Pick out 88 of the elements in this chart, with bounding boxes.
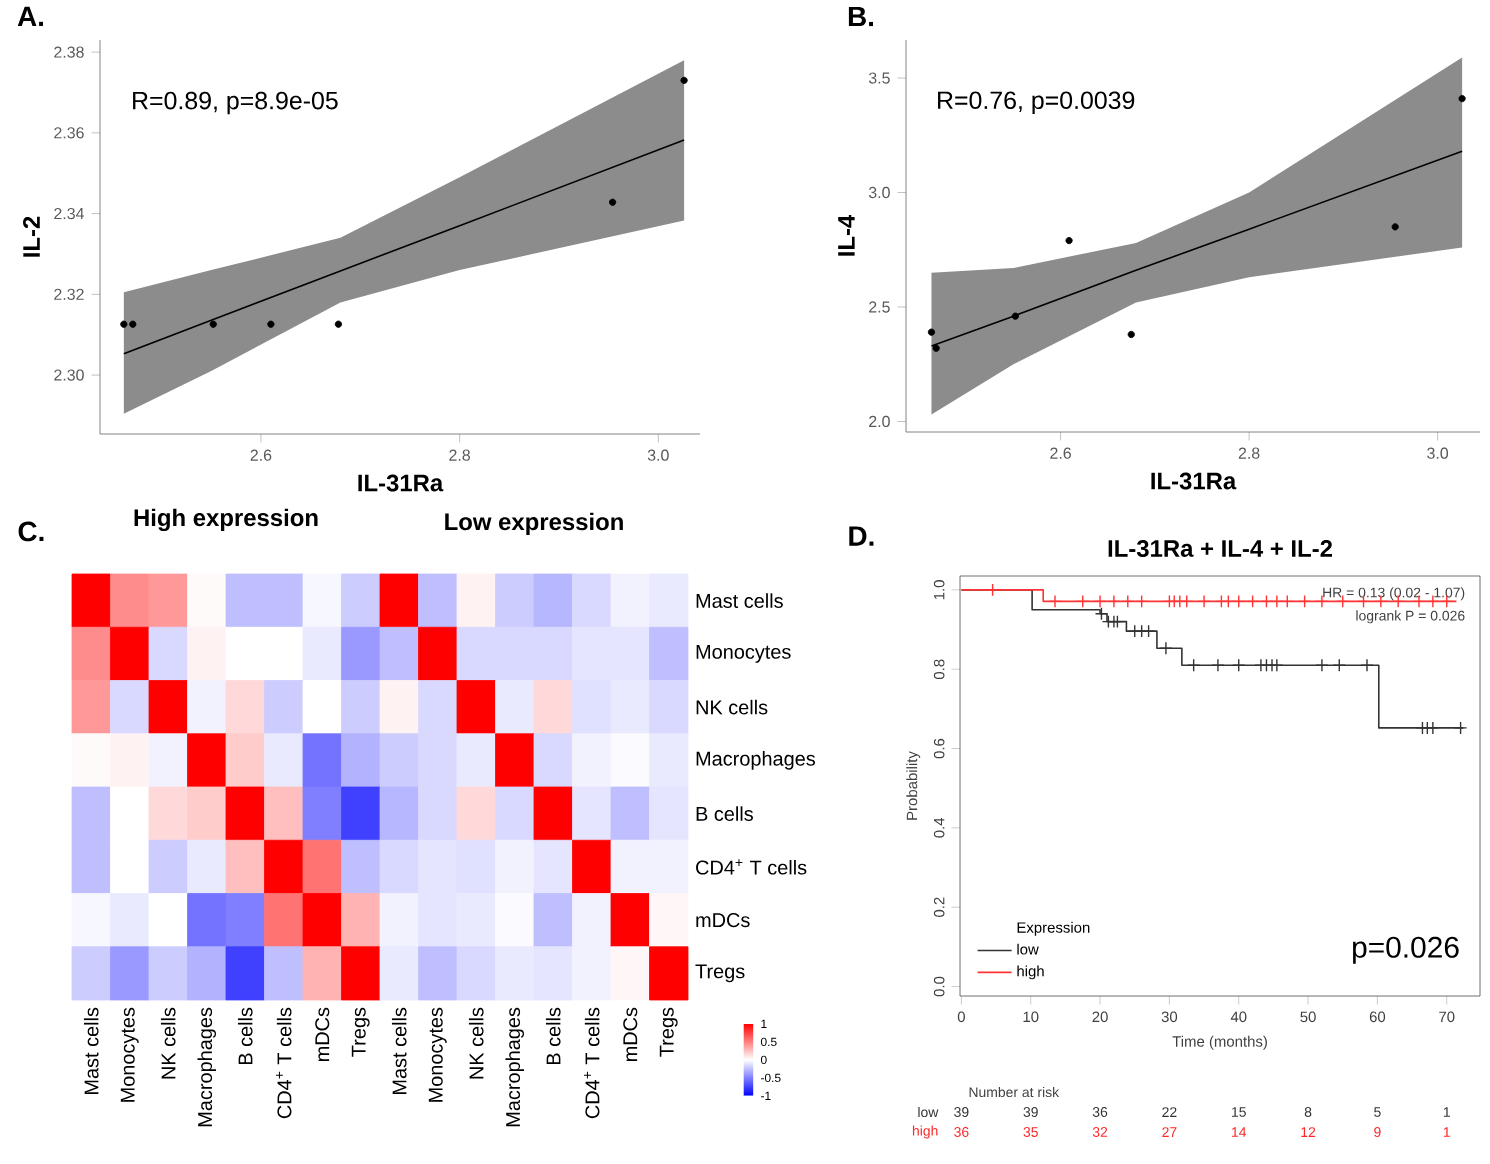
x-axis-title: IL-31Ra — [1151, 472, 1237, 490]
x-tick-label: CD4$^{+}$ T cells — [276, 1007, 292, 1119]
y-axis-title: IL-4 — [838, 214, 855, 256]
text: C. — [18, 521, 44, 542]
point — [1391, 223, 1399, 231]
point — [1065, 237, 1073, 245]
x-tick-label: Mast cells — [391, 1007, 407, 1094]
point — [1127, 330, 1135, 339]
point — [927, 328, 936, 336]
x-tick-label: CD4$^{+}$ T cells — [584, 1007, 600, 1119]
y-tick-label: NK cells — [696, 699, 768, 715]
y-tick-label: Macrophages — [696, 751, 816, 770]
chart-subtitle: Low expression — [445, 512, 623, 535]
y-tick-label: Mast cells — [696, 593, 783, 608]
x-tick-label: mDCs — [315, 1007, 330, 1062]
point — [1420, 721, 1434, 735]
point — [1259, 594, 1274, 609]
point — [129, 320, 137, 328]
y-tick-label: Monocytes — [696, 644, 791, 663]
point — [1360, 658, 1374, 672]
point — [209, 320, 217, 328]
y-tick-label: Tregs — [695, 964, 745, 983]
point — [1180, 594, 1194, 609]
point — [1186, 658, 1201, 672]
point — [932, 344, 940, 352]
y-tick-label: B cells — [696, 806, 753, 821]
point — [1128, 624, 1142, 638]
point — [1453, 721, 1468, 735]
x-tick-label: Tregs — [659, 1007, 678, 1057]
point — [1458, 95, 1466, 103]
point — [334, 320, 342, 328]
point — [1211, 658, 1225, 672]
annotation: R=0.76, p=0.0039 — [938, 91, 1135, 114]
point — [609, 198, 617, 206]
x-axis-title: IL-31Ra — [358, 474, 444, 492]
text: D. — [849, 526, 874, 546]
y-axis-title: IL-2 — [23, 216, 40, 257]
point — [1197, 594, 1211, 609]
point — [1280, 594, 1294, 609]
point — [1265, 658, 1279, 672]
point — [1076, 594, 1090, 609]
point — [1011, 312, 1019, 320]
point — [1094, 607, 1109, 621]
point — [1270, 594, 1284, 609]
point — [1232, 658, 1246, 672]
point — [1245, 594, 1260, 609]
chart-title: High expression — [134, 508, 318, 532]
point — [1093, 594, 1107, 609]
point — [1159, 641, 1173, 655]
text: A. — [17, 6, 44, 26]
point — [1107, 594, 1121, 609]
y-tick-label: CD4$^{+}$ T cells — [696, 859, 807, 875]
x-tick-label: Tregs — [351, 1007, 370, 1057]
point — [985, 583, 1000, 597]
y-tick-label: mDCs — [696, 913, 750, 928]
x-tick-label: NK cells — [160, 1007, 176, 1079]
point — [1332, 658, 1346, 672]
point — [1315, 658, 1329, 672]
point — [1426, 721, 1440, 735]
point — [1173, 594, 1187, 609]
point — [680, 76, 688, 84]
x-tick-label: Monocytes — [428, 1007, 447, 1102]
point — [1232, 594, 1246, 609]
x-tick-label: NK cells — [468, 1007, 484, 1079]
point — [1254, 658, 1268, 672]
point — [1110, 614, 1125, 629]
x-tick-label: B cells — [545, 1007, 561, 1065]
annotation: p=0.026 — [1353, 936, 1459, 964]
point — [1107, 614, 1121, 629]
point — [1121, 594, 1135, 609]
annotation: R=0.89, p=8.9e-05 — [133, 91, 338, 115]
chart-title: IL-31Ra + IL-4 + IL-2 — [1108, 540, 1332, 558]
point — [1297, 594, 1312, 609]
point — [1134, 594, 1149, 609]
x-tick-label: B cells — [237, 1007, 253, 1065]
point — [120, 320, 128, 328]
line-series — [123, 139, 685, 355]
x-tick-label: mDCs — [623, 1007, 638, 1062]
point — [267, 320, 275, 328]
x-tick-label: Macrophages — [197, 1007, 217, 1127]
text: B. — [848, 6, 874, 27]
point — [1221, 594, 1236, 609]
point — [1270, 658, 1284, 672]
point — [1167, 594, 1181, 609]
x-tick-label: Macrophages — [505, 1007, 525, 1127]
point — [1048, 594, 1062, 609]
point — [1141, 624, 1156, 638]
point — [1134, 624, 1149, 638]
